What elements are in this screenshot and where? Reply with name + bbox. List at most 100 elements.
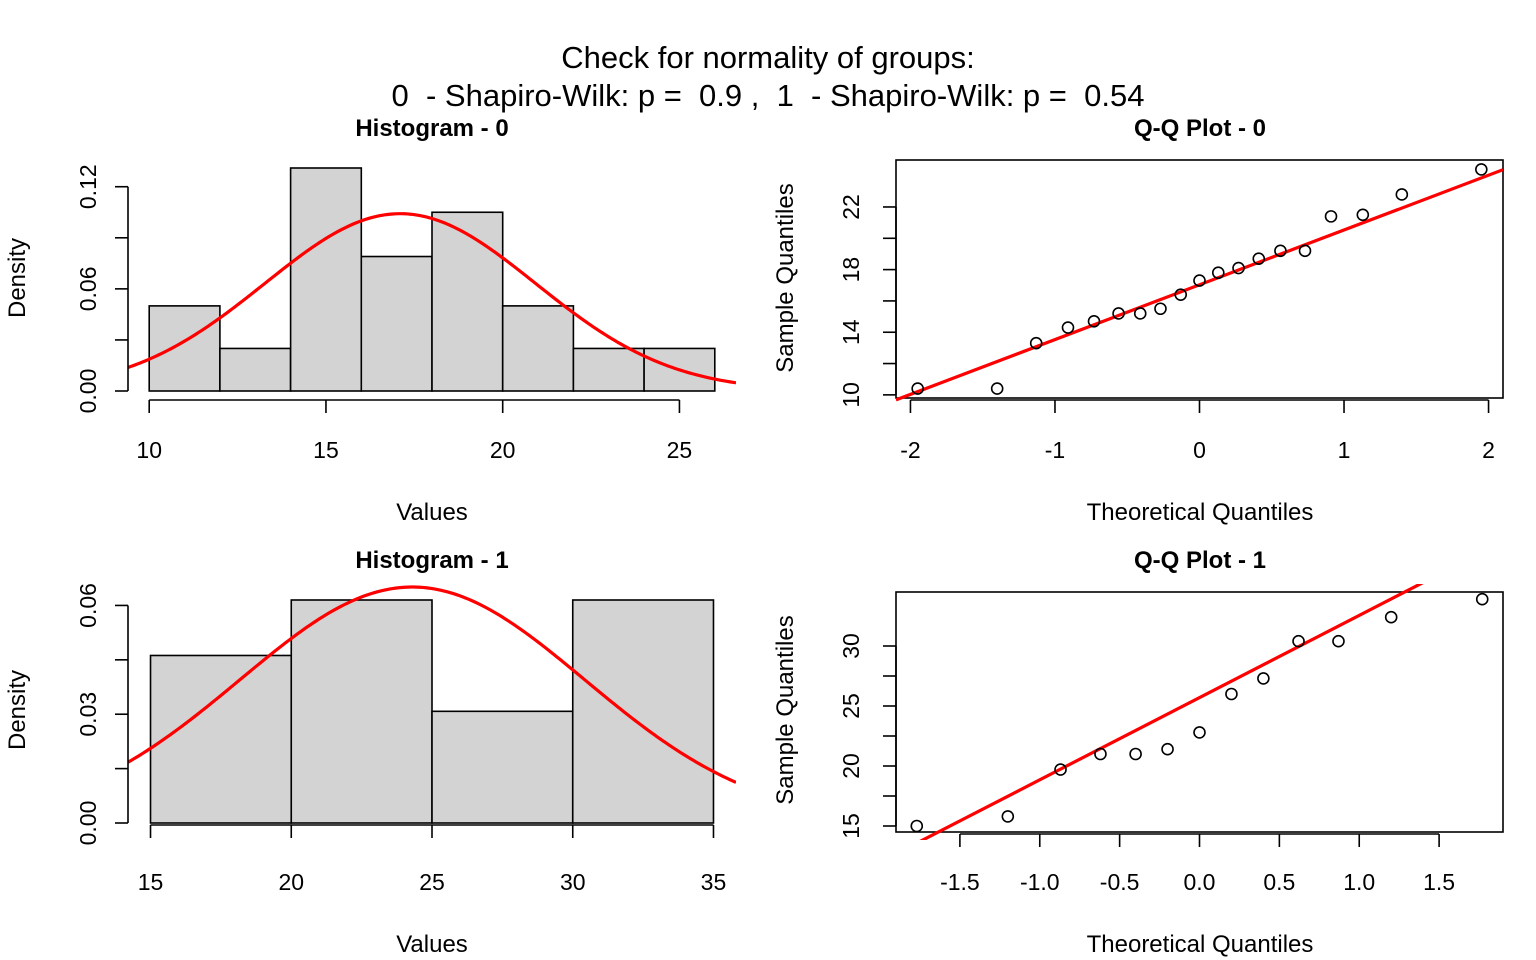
- y-tick-label: 20: [838, 753, 864, 779]
- histogram-1: Histogram - 1 15 20 25 30 35 0.00 0.03 0.06 Value…: [4, 547, 736, 958]
- plot-title: Histogram - 0: [355, 115, 508, 142]
- histogram-bar: [149, 654, 293, 824]
- y-tick-label: 0.06: [75, 583, 101, 628]
- histogram-bar: [501, 305, 575, 392]
- qq-point: [1154, 302, 1167, 316]
- qq-point: [1087, 314, 1101, 328]
- qq-point: [1257, 672, 1270, 685]
- histogram-bar: [572, 347, 645, 392]
- x-tick-label: -1.0: [1020, 869, 1060, 895]
- qq-reference-line: [919, 584, 1424, 840]
- qq-point: [1211, 266, 1225, 280]
- y-tick-label: 0.12: [75, 164, 101, 209]
- qq-point: [1332, 634, 1345, 648]
- normal-density-curve: [128, 585, 736, 784]
- qq-point: [1174, 288, 1188, 301]
- x-tick-label: 35: [701, 869, 727, 895]
- qq-point: [1324, 210, 1338, 223]
- normal-density-curve: [128, 212, 736, 385]
- y-axis-label: Density: [4, 670, 31, 750]
- qq-point: [1061, 321, 1075, 334]
- x-tick-label: 0: [1193, 437, 1206, 463]
- histogram-bar: [360, 255, 433, 392]
- qq-point: [1395, 188, 1409, 201]
- x-tick-label: 1: [1338, 437, 1351, 463]
- y-tick-label: 22: [838, 194, 864, 220]
- x-tick-label: -1.5: [940, 869, 980, 895]
- x-tick-label: 15: [138, 869, 164, 895]
- qq-plot-0: Q-Q Plot - 0 -2 -1 0 1 2 10 14 18 22 Theoretical Q…: [772, 115, 1504, 526]
- histogram-bar: [431, 710, 574, 824]
- figure-subtitle: 0 - Shapiro-Wilk: p = 0.9 , 1 - Shapiro-…: [391, 78, 1145, 113]
- histogram-bar: [289, 167, 363, 392]
- plot-title: Q-Q Plot - 0: [1134, 115, 1266, 142]
- qq-plot-1: Q-Q Plot - 1 -1.5 -1.0 -0.5 0.0 0.5 1.0 1.5 15 20…: [772, 547, 1504, 958]
- y-tick-label: 18: [838, 257, 864, 283]
- y-tick-label: 25: [838, 693, 864, 719]
- x-axis-label: Values: [396, 931, 468, 958]
- qq-point: [1384, 610, 1398, 624]
- x-tick-label: 2: [1482, 437, 1495, 463]
- plot-title: Q-Q Plot - 1: [1134, 547, 1266, 574]
- x-tick-label: 20: [278, 869, 304, 895]
- x-tick-label: -2: [900, 437, 920, 463]
- qq-point: [1094, 747, 1107, 761]
- y-tick-label: 14: [838, 319, 864, 345]
- x-tick-label: 1.0: [1343, 869, 1375, 895]
- x-tick-label: 1.5: [1423, 869, 1455, 895]
- x-tick-label: -1: [1045, 437, 1065, 463]
- histogram-bar: [431, 211, 504, 392]
- x-tick-label: 0.0: [1184, 869, 1216, 895]
- y-tick-label: 0.00: [75, 801, 101, 846]
- x-tick-label: 30: [560, 869, 586, 895]
- qq-point: [1029, 336, 1043, 350]
- x-tick-label: 25: [419, 869, 445, 895]
- y-tick-label: 0.06: [75, 266, 101, 311]
- qq-point: [1133, 307, 1147, 320]
- qq-point: [1475, 163, 1488, 176]
- qq-point: [1225, 687, 1238, 701]
- figure-title: Check for normality of groups:: [561, 40, 975, 75]
- y-axis-label: Sample Quantiles: [772, 615, 799, 804]
- qq-point: [1252, 252, 1266, 265]
- qq-point: [910, 819, 924, 833]
- plot-frame: [895, 159, 1504, 399]
- qq-point: [1274, 244, 1287, 258]
- qq-point: [1356, 208, 1370, 222]
- y-tick-label: 0.00: [75, 369, 101, 414]
- x-tick-label: 15: [313, 437, 339, 463]
- qq-point: [1054, 763, 1067, 776]
- qq-point: [1112, 307, 1125, 320]
- qq-reference-line: [896, 168, 1503, 402]
- qq-point: [1001, 810, 1015, 823]
- y-axis-label: Sample Quantiles: [772, 183, 799, 372]
- qq-point: [1475, 592, 1489, 606]
- qq-point: [1193, 274, 1206, 287]
- qq-point: [911, 382, 924, 395]
- x-tick-label: 10: [136, 437, 162, 463]
- x-tick-label: -0.5: [1100, 869, 1140, 895]
- histogram-bar: [148, 305, 221, 392]
- x-axis-label: Theoretical Quantiles: [1087, 931, 1314, 958]
- x-tick-label: 20: [490, 437, 516, 463]
- x-tick-label: 25: [667, 437, 693, 463]
- x-axis-label: Values: [396, 499, 468, 526]
- plot-frame: [895, 591, 1504, 833]
- qq-point: [1129, 747, 1142, 761]
- y-tick-label: 30: [838, 633, 864, 659]
- histogram-bar: [571, 599, 715, 824]
- qq-point: [1292, 634, 1305, 648]
- qq-point: [1161, 742, 1174, 756]
- x-axis-label: Theoretical Quantiles: [1087, 499, 1314, 526]
- y-tick-label: 0.03: [75, 692, 101, 737]
- y-tick-label: 10: [838, 382, 864, 408]
- qq-point: [990, 382, 1004, 395]
- histogram-bar: [219, 347, 292, 392]
- x-tick-label: 0.5: [1263, 869, 1295, 895]
- qq-point: [1298, 244, 1312, 258]
- y-axis-label: Density: [4, 238, 31, 318]
- plot-title: Histogram - 1: [355, 547, 508, 574]
- qq-point: [1193, 726, 1206, 739]
